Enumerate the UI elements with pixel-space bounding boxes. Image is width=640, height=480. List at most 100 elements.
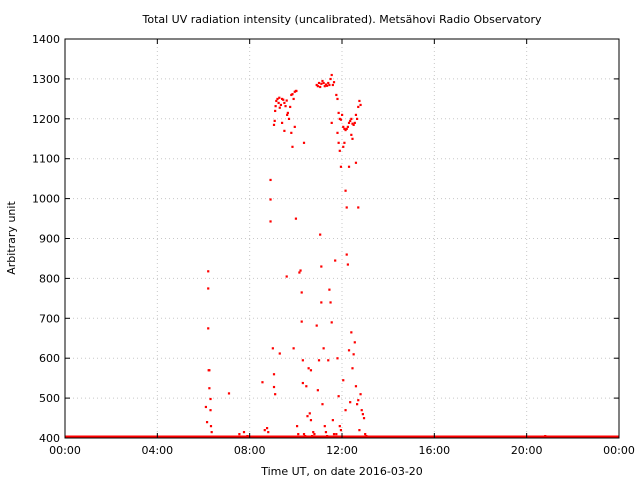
data-point xyxy=(293,90,296,93)
data-point xyxy=(335,93,338,97)
data-point xyxy=(284,105,287,108)
data-point xyxy=(272,385,276,389)
grid-layer xyxy=(65,39,619,438)
data-point xyxy=(209,425,213,428)
x-tick-label: 00:00 xyxy=(49,444,81,457)
data-point xyxy=(544,435,547,438)
data-point xyxy=(207,287,210,290)
data-point xyxy=(361,413,364,416)
data-point xyxy=(317,81,321,85)
data-point xyxy=(329,301,332,304)
data-point xyxy=(342,145,345,148)
data-point xyxy=(299,269,302,272)
data-point xyxy=(316,389,319,392)
data-point xyxy=(209,397,212,401)
data-point xyxy=(287,117,291,120)
data-point xyxy=(332,81,336,84)
data-point xyxy=(338,425,341,428)
data-point xyxy=(307,367,310,370)
data-point xyxy=(347,165,351,168)
data-point xyxy=(342,125,345,128)
data-point xyxy=(352,123,355,126)
y-tick-label: 1200 xyxy=(32,113,60,126)
data-point xyxy=(325,84,329,87)
data-point xyxy=(329,77,332,81)
data-point xyxy=(289,105,292,109)
data-point xyxy=(297,433,300,436)
data-point xyxy=(357,105,360,109)
data-point xyxy=(295,425,299,428)
data-points xyxy=(204,73,547,438)
data-point xyxy=(269,220,272,223)
data-point xyxy=(274,105,277,108)
data-point xyxy=(353,341,356,344)
data-point xyxy=(272,373,276,376)
data-point xyxy=(357,206,360,209)
data-point xyxy=(353,121,356,124)
data-point xyxy=(339,429,343,432)
data-point xyxy=(354,385,358,388)
data-point xyxy=(290,131,293,134)
data-point xyxy=(344,409,347,412)
data-point xyxy=(347,349,351,352)
data-point xyxy=(302,433,306,436)
data-point xyxy=(292,347,295,350)
data-point xyxy=(305,385,308,388)
data-point xyxy=(332,433,336,436)
data-point xyxy=(350,133,353,136)
data-point xyxy=(341,113,344,117)
data-point xyxy=(269,198,272,201)
data-point xyxy=(309,419,313,422)
data-point xyxy=(330,73,333,77)
data-point xyxy=(320,301,323,304)
data-point xyxy=(315,324,318,327)
data-point xyxy=(302,141,306,144)
data-point xyxy=(338,149,341,152)
data-point xyxy=(306,415,309,418)
y-tick-label: 1000 xyxy=(32,193,60,206)
data-point xyxy=(352,353,355,356)
data-point xyxy=(238,433,241,436)
data-point xyxy=(324,431,328,434)
y-tick-label: 1300 xyxy=(32,73,60,86)
chart-title: Total UV radiation intensity (uncalibrat… xyxy=(142,13,542,26)
data-point xyxy=(323,425,326,428)
data-point xyxy=(321,403,324,406)
data-point xyxy=(347,121,351,124)
data-point xyxy=(316,85,319,88)
data-point xyxy=(319,233,322,236)
data-point xyxy=(298,271,301,274)
x-axis-ticks: 00:00 04:00 08:00 12:00 16:00 20:00 00:00 xyxy=(49,39,635,457)
data-point xyxy=(321,79,324,83)
x-tick-label: 20:00 xyxy=(511,444,543,457)
data-point xyxy=(345,206,348,209)
data-point xyxy=(331,83,334,87)
data-point xyxy=(327,81,330,85)
data-point xyxy=(359,103,362,107)
data-point xyxy=(265,427,269,430)
data-point xyxy=(261,381,264,384)
data-point xyxy=(208,387,211,390)
y-tick-label: 1400 xyxy=(32,33,60,46)
data-point xyxy=(328,83,331,87)
x-tick-label: 08:00 xyxy=(234,444,266,457)
data-point xyxy=(295,89,298,93)
data-point xyxy=(274,109,277,113)
data-point xyxy=(301,381,304,385)
data-point xyxy=(354,161,358,164)
data-point xyxy=(319,85,322,89)
data-point xyxy=(336,97,339,101)
data-point xyxy=(351,122,354,125)
x-tick-label: 12:00 xyxy=(326,444,358,457)
data-point xyxy=(360,409,363,412)
data-point xyxy=(322,347,325,350)
data-point xyxy=(350,117,353,120)
data-point xyxy=(349,401,352,404)
data-point xyxy=(286,111,289,115)
data-point xyxy=(308,412,311,415)
data-point xyxy=(358,429,361,432)
data-point xyxy=(346,125,349,128)
data-point xyxy=(278,106,281,109)
data-point xyxy=(325,435,329,438)
data-point xyxy=(344,128,347,132)
